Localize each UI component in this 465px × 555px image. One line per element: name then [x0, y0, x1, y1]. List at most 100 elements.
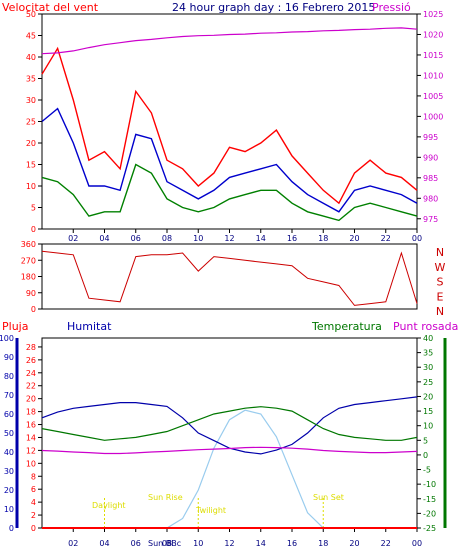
humidity-tick-label: 90 — [4, 353, 14, 362]
temperature-tick-label: 20 — [423, 392, 433, 401]
compass-label: W — [435, 261, 446, 274]
wind-left-tick-label: 20 — [26, 139, 36, 148]
direction-left-tick-label: 0 — [31, 305, 36, 314]
wind-x-tick-label: 02 — [68, 234, 78, 243]
wind-avg-line — [41, 107, 418, 213]
rain-tick-label: 18 — [26, 408, 36, 417]
pressure-right-tick-label: 990 — [423, 153, 438, 162]
temperature-tick-label: 40 — [423, 334, 433, 343]
wind-left-tick-label: 30 — [26, 96, 36, 105]
sunset-annotation: Sun Set — [313, 493, 344, 502]
humidity-tick-label: 70 — [4, 391, 14, 400]
rain-tick-label: 10 — [26, 459, 36, 468]
humidity-tick-label: 60 — [4, 410, 14, 419]
rain-tick-label: 24 — [26, 369, 36, 378]
pressure-right-tick-label: 995 — [423, 133, 438, 142]
dewpoint-line — [41, 446, 418, 455]
rain-tick-label: 6 — [31, 485, 36, 494]
wind-left-tick-label: 40 — [26, 53, 36, 62]
twilight-annotation: Twilight — [195, 506, 226, 515]
climate-x-tick-label: 18 — [318, 539, 328, 548]
rain-tick-label: 14 — [26, 433, 36, 442]
rain-tick-label: 0 — [31, 524, 36, 533]
pressure-line — [41, 27, 418, 55]
rain-tick-label: 8 — [31, 472, 36, 481]
pressure-right-tick-label: 1010 — [423, 71, 443, 80]
temperature-tick-label: 5 — [423, 436, 428, 445]
humidity-tick-label: 40 — [4, 448, 14, 457]
sun-abbrev-label: Sun BBc — [148, 539, 181, 548]
climate-x-tick-label: 16 — [287, 539, 297, 548]
climate-x-tick-label: 10 — [193, 539, 203, 548]
wind-left-tick-label: 45 — [26, 32, 36, 41]
wind-min-line — [41, 163, 418, 222]
direction-left-tick-label: 90 — [26, 289, 36, 298]
humidity-tick-label: 100 — [0, 334, 14, 343]
wind-x-tick-label: 10 — [193, 234, 203, 243]
pressure-right-tick-label: 980 — [423, 194, 438, 203]
rain-tick-label: 16 — [26, 421, 36, 430]
climate-x-tick-label: 06 — [131, 539, 141, 548]
temperature-tick-label: -15 — [423, 495, 436, 504]
wind-x-tick-label: 00 — [412, 234, 422, 243]
humidity-tick-label: 10 — [4, 505, 14, 514]
temperature-tick-label: 35 — [423, 349, 433, 358]
humidity-tick-label: 80 — [4, 372, 14, 381]
dewpoint-label: Punt rosada — [393, 320, 458, 333]
direction-left-tick-label: 270 — [21, 256, 36, 265]
wind-x-tick-label: 08 — [162, 234, 172, 243]
wind-x-tick-label: 06 — [131, 234, 141, 243]
rain-tick-label: 22 — [26, 382, 36, 391]
rain-tick-label: 28 — [26, 343, 36, 352]
humidity-tick-label: 30 — [4, 467, 14, 476]
wind-label: Velocitat del vent — [2, 1, 99, 14]
temperature-tick-label: 30 — [423, 363, 433, 372]
climate-x-tick-label: 00 — [412, 539, 422, 548]
wind-x-tick-label: 14 — [256, 234, 266, 243]
wind-x-tick-label: 16 — [287, 234, 297, 243]
wind-left-tick-label: 35 — [26, 75, 36, 84]
climate-x-tick-label: 12 — [224, 539, 234, 548]
climate-x-tick-label: 02 — [68, 539, 78, 548]
pressure-right-tick-label: 985 — [423, 174, 438, 183]
compass-label: E — [437, 290, 444, 303]
pressure-right-tick-label: 1015 — [423, 51, 443, 60]
compass-label: N — [436, 246, 444, 259]
wind-gust-line — [41, 46, 418, 205]
temperature-tick-label: -25 — [423, 524, 436, 533]
humidity-label: Humitat — [67, 320, 112, 333]
chart-title: 24 hour graph day : 16 Febrero 2015 — [172, 1, 375, 14]
pressure-label: Pressió — [372, 1, 411, 14]
rain-label: Pluja — [2, 320, 28, 333]
wind-left-tick-label: 15 — [26, 161, 36, 170]
daylight-annotation: Daylight — [92, 501, 126, 510]
wind-left-tick-label: 50 — [26, 10, 36, 19]
humidity-tick-label: 50 — [4, 429, 14, 438]
sunrise-annotation: Sun Rise — [148, 493, 183, 502]
temperature-tick-label: 0 — [423, 451, 428, 460]
temperature-tick-label: 15 — [423, 407, 433, 416]
climate-x-tick-label: 20 — [349, 539, 359, 548]
pressure-right-tick-label: 1020 — [423, 30, 443, 39]
wind-chart: 0510152025303540455097598098599099510001… — [26, 10, 444, 243]
temperature-tick-label: -20 — [423, 509, 436, 518]
climate-x-tick-label: 08 — [162, 539, 172, 548]
wind-x-tick-label: 04 — [99, 234, 109, 243]
wind-x-tick-label: 22 — [381, 234, 391, 243]
humidity-tick-label: 20 — [4, 486, 14, 495]
wind-x-tick-label: 20 — [349, 234, 359, 243]
temperature-tick-label: 25 — [423, 378, 433, 387]
wind-x-tick-label: 12 — [224, 234, 234, 243]
solar-curve — [42, 409, 417, 529]
direction-left-tick-label: 360 — [21, 240, 36, 249]
pressure-right-tick-label: 1025 — [423, 10, 443, 19]
climate-chart: 0102030405060708090100024681012141618202… — [0, 334, 447, 548]
wind-left-tick-label: 10 — [26, 182, 36, 191]
rain-tick-label: 4 — [31, 498, 36, 507]
rain-tick-label: 26 — [26, 356, 36, 365]
temperature-tick-label: -10 — [423, 480, 436, 489]
climate-x-tick-label: 04 — [99, 539, 109, 548]
pressure-right-tick-label: 975 — [423, 215, 438, 224]
climate-x-tick-label: 14 — [256, 539, 266, 548]
